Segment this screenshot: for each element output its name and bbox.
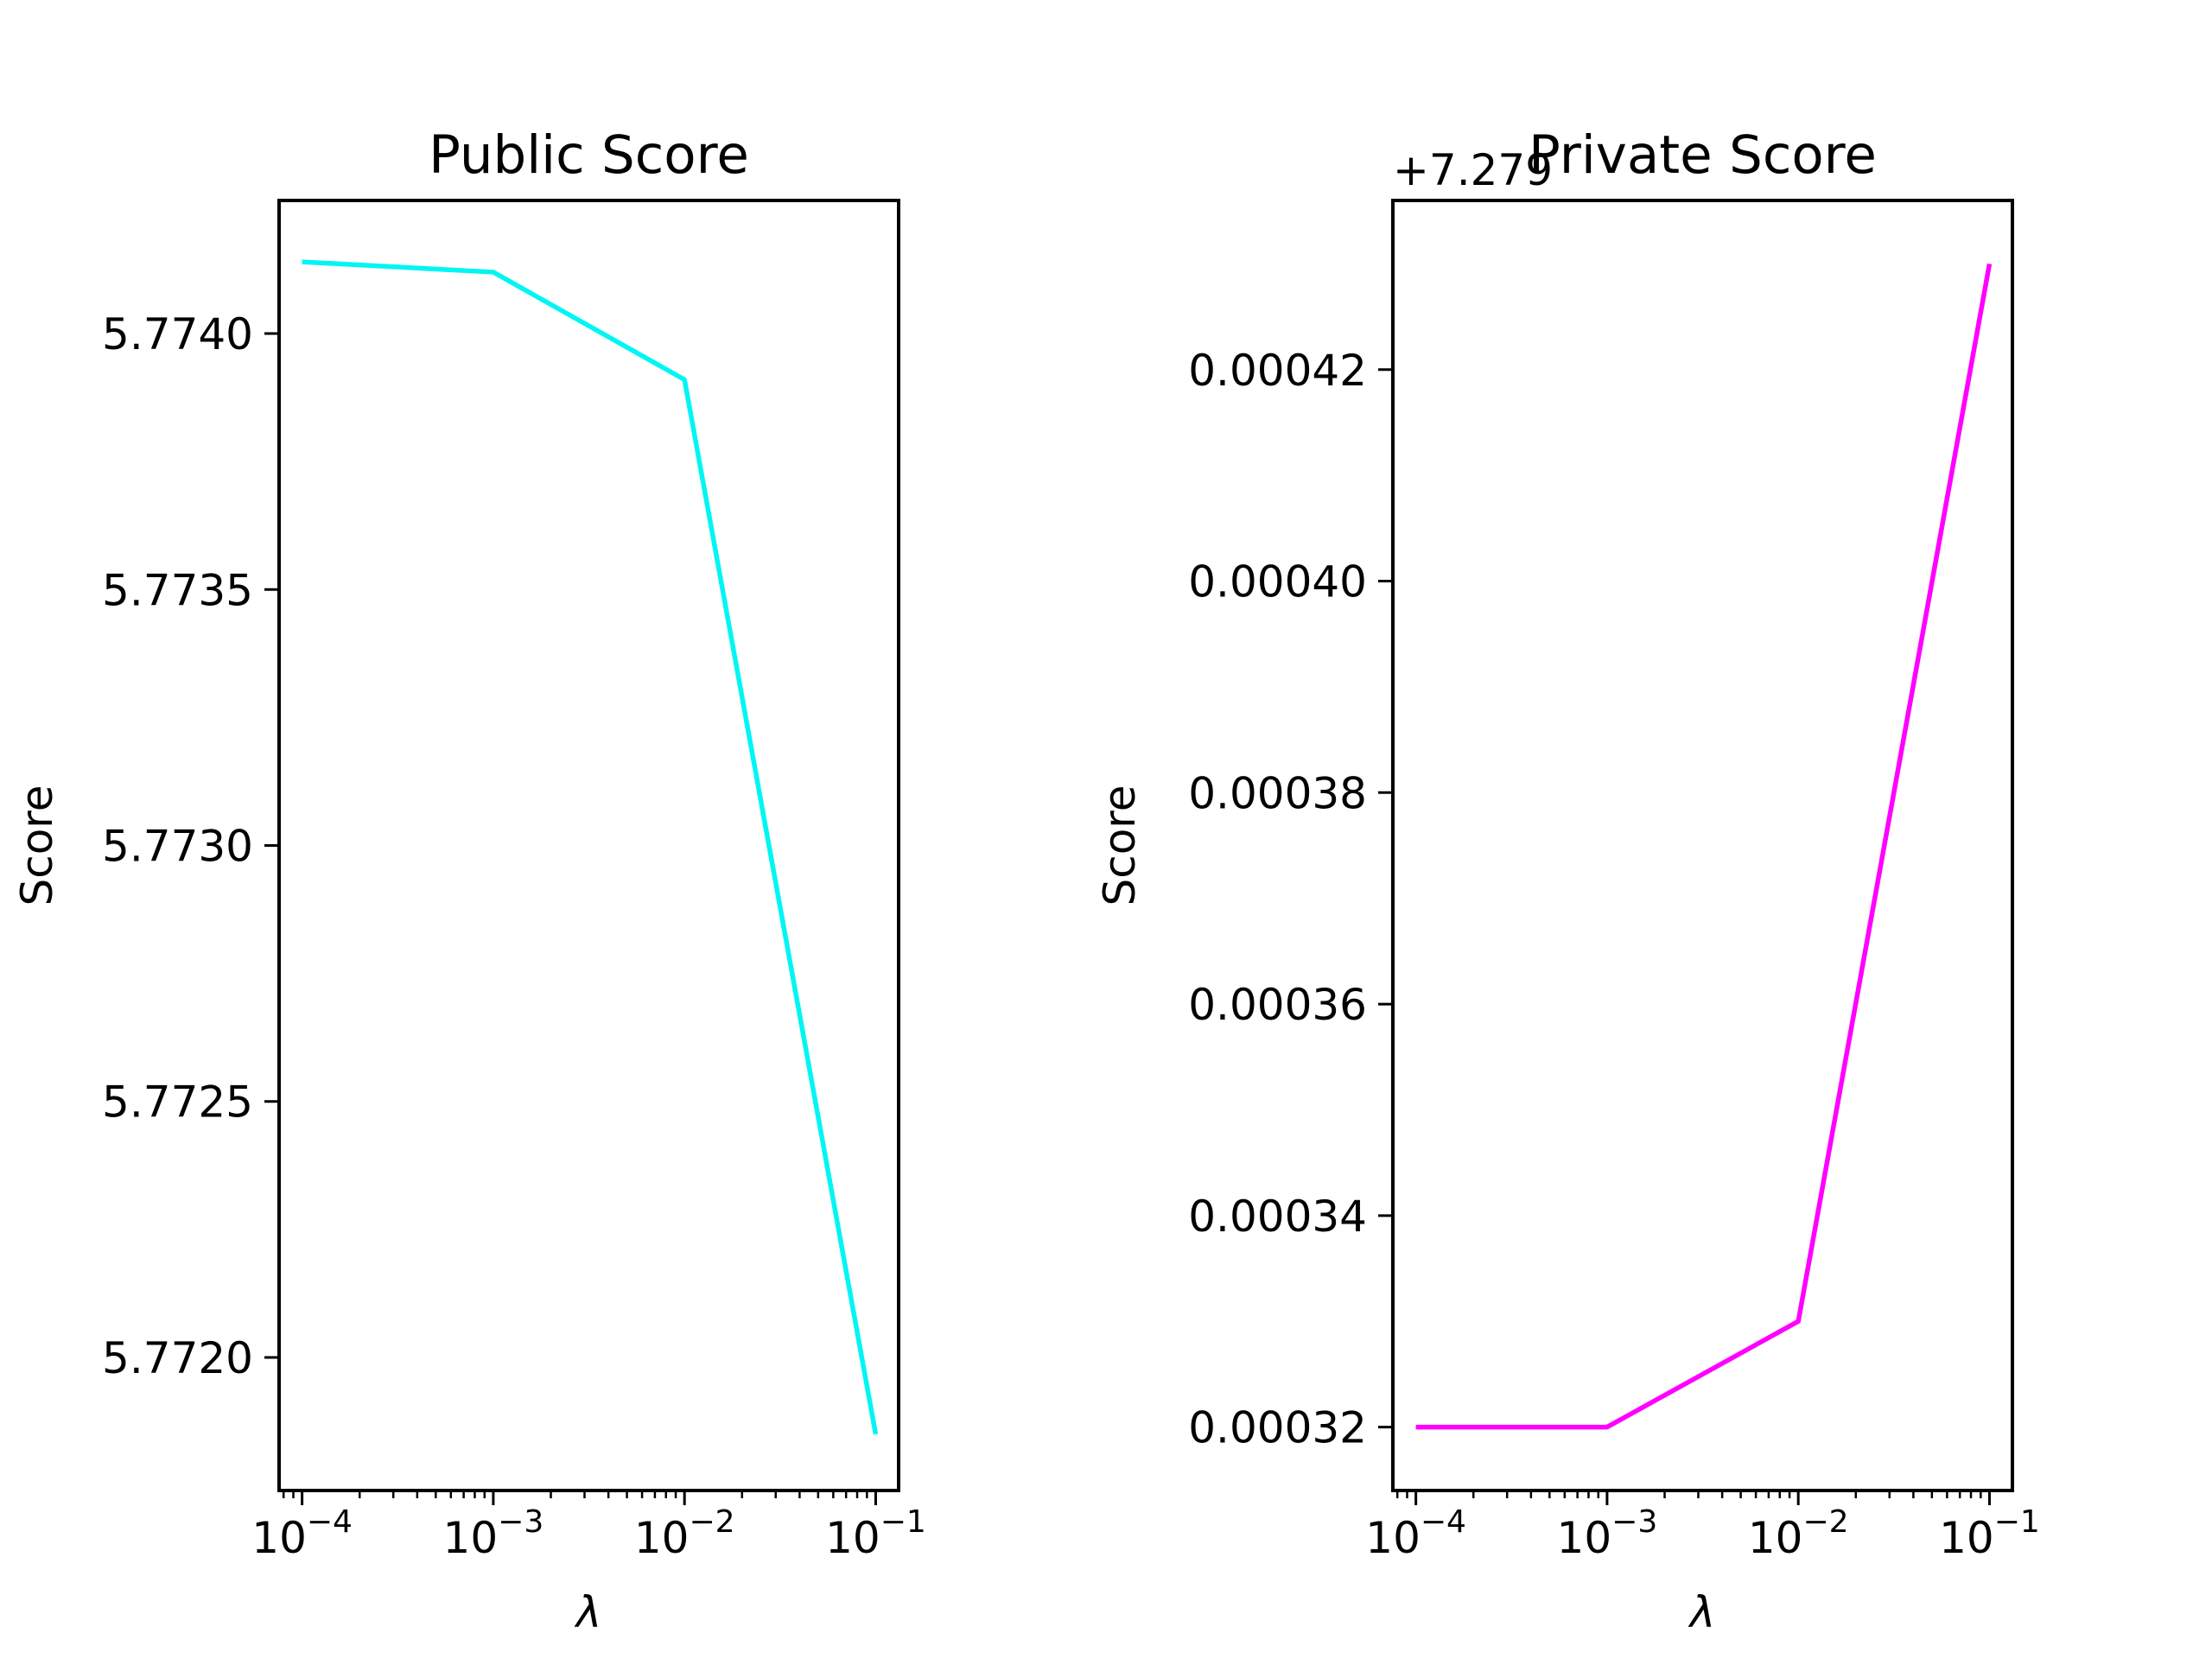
public-score-x-axis-label: λ <box>574 1587 602 1637</box>
private-score-marks <box>1415 263 1993 1430</box>
public-score-y-tick-label: 5.7720 <box>102 1333 253 1383</box>
private-score-x-tick-label: 10−1 <box>1939 1504 2040 1563</box>
public-score-y-tick-label: 5.7725 <box>102 1077 253 1128</box>
public-score-y-tick-label: 5.7740 <box>102 309 253 359</box>
public-score-y-axis: 5.7720 5.7725 5.7730 5.7735 5.7740 <box>102 309 279 1383</box>
private-score-y-tick-label: 0.00038 <box>1188 768 1367 818</box>
public-score-x-tick-label: 10−2 <box>634 1504 735 1563</box>
private-score-x-tick-label: 10−2 <box>1748 1504 1849 1563</box>
public-score-x-tick-label: 10−3 <box>443 1504 544 1563</box>
private-score-y-tick-label: 0.00040 <box>1188 557 1367 607</box>
public-score-series-line <box>302 259 879 1435</box>
private-score-x-axis: 10−4 10−3 10−2 10−1 <box>1365 1491 2040 1563</box>
public-score-marks <box>302 259 879 1435</box>
private-score-x-tick-label: 10−3 <box>1557 1504 1658 1563</box>
public-score-x-axis: 10−4 10−3 10−2 10−1 <box>251 1491 926 1563</box>
private-score-y-tick-label: 0.00032 <box>1188 1403 1367 1453</box>
private-score-y-tick-label: 0.00034 <box>1188 1192 1367 1242</box>
public-score-x-tick-label: 10−1 <box>825 1504 926 1563</box>
public-score-title: Public Score <box>429 124 749 186</box>
private-score-y-axis: 0.00032 0.00034 0.00036 0.00038 0.00040 0.000… <box>1188 346 1393 1453</box>
private-score-y-offset-label: +7.279 <box>1393 145 1553 195</box>
private-score-title: Private Score <box>1529 124 1877 186</box>
private-score-y-tick-label: 0.00042 <box>1188 346 1367 396</box>
public-score-y-axis-label: Score <box>12 785 62 906</box>
public-score-panel: 10−4 10−3 10−2 10−1 5.7720 5.7725 5.7730 5.773… <box>12 124 926 1637</box>
private-score-y-tick-label: 0.00036 <box>1188 980 1367 1030</box>
private-score-series-line <box>1415 263 1993 1430</box>
private-score-plot-frame <box>1391 199 2014 1492</box>
public-score-y-tick-label: 5.7730 <box>102 822 253 872</box>
private-score-x-axis-label: λ <box>1688 1587 1716 1637</box>
public-score-x-tick-label: 10−4 <box>251 1504 353 1563</box>
private-score-y-axis-label: Score <box>1095 785 1145 906</box>
private-score-x-tick-label: 10−4 <box>1365 1504 1466 1563</box>
private-score-panel: 10−4 10−3 10−2 10−1 0.000320.000340.000360.… <box>1095 124 2040 1637</box>
public-score-y-tick-label: 5.7735 <box>102 565 253 615</box>
